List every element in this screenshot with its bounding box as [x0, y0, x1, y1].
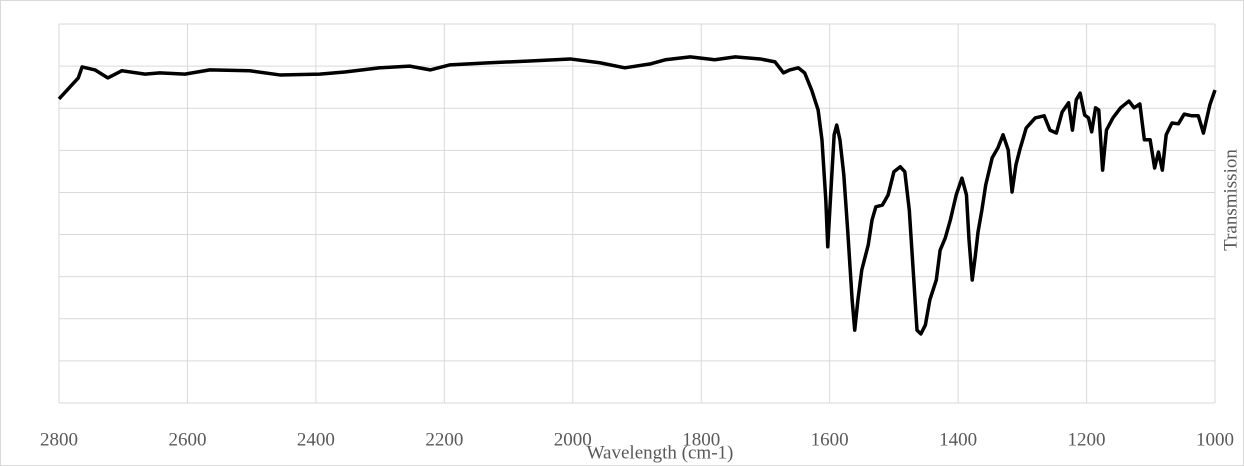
x-tick-label: 2000 [554, 429, 592, 450]
x-tick-label: 2400 [297, 429, 335, 450]
x-axis-label: Wavelength (cm-1) [587, 442, 734, 463]
x-tick-label: 1800 [682, 429, 720, 450]
x-tick-label: 1000 [1196, 429, 1234, 450]
y-axis-label: Transmission [1220, 149, 1241, 251]
x-tick-label: 2200 [425, 429, 463, 450]
x-tick-label: 2800 [40, 429, 78, 450]
x-tick-label: 1200 [1068, 429, 1106, 450]
x-tick-label: 2600 [168, 429, 206, 450]
spectrum-line [57, 55, 1217, 336]
x-tick-label: 1400 [939, 429, 977, 450]
x-tick-label: 1600 [811, 429, 849, 450]
